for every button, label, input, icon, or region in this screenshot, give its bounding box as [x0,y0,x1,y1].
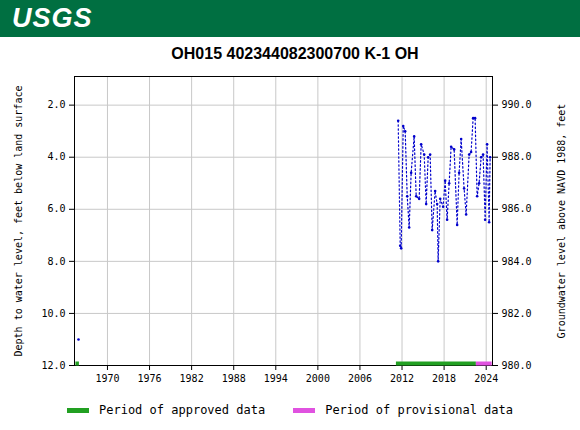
svg-text:10.0: 10.0 [41,308,65,319]
svg-text:2.0: 2.0 [47,99,65,110]
svg-text:980.0: 980.0 [502,360,532,371]
svg-text:Depth to water level, feet bel: Depth to water level, feet below land su… [13,86,24,357]
svg-text:1988: 1988 [222,373,246,384]
svg-text:12.0: 12.0 [41,360,65,371]
svg-text:2018: 2018 [432,373,456,384]
svg-text:4.0: 4.0 [47,151,65,162]
svg-text:984.0: 984.0 [502,256,532,267]
svg-text:982.0: 982.0 [502,308,532,319]
svg-text:2000: 2000 [306,373,330,384]
svg-text:1982: 1982 [180,373,204,384]
html-text:USGS: USGS [12,3,93,33]
svg-text:988.0: 988.0 [502,151,532,162]
html-text:Period of provisional data: Period of provisional data [325,403,513,417]
svg-text:2024: 2024 [474,373,498,384]
svg-text:2006: 2006 [348,373,372,384]
html-text:Period of approved data: Period of approved data [99,403,266,417]
svg-text:2012: 2012 [390,373,414,384]
svg-text:1970: 1970 [95,373,119,384]
svg-text:6.0: 6.0 [47,203,65,214]
svg-text:1994: 1994 [264,373,288,384]
html-text:OH015 402344082300700 K-1 OH: OH015 402344082300700 K-1 OH [171,45,419,62]
svg-text:986.0: 986.0 [502,203,532,214]
svg-text:990.0: 990.0 [502,99,532,110]
svg-text:Groundwater level above NAVD 1: Groundwater level above NAVD 1988, feet [556,104,567,339]
svg-text:1976: 1976 [137,373,161,384]
svg-text:8.0: 8.0 [47,256,65,267]
